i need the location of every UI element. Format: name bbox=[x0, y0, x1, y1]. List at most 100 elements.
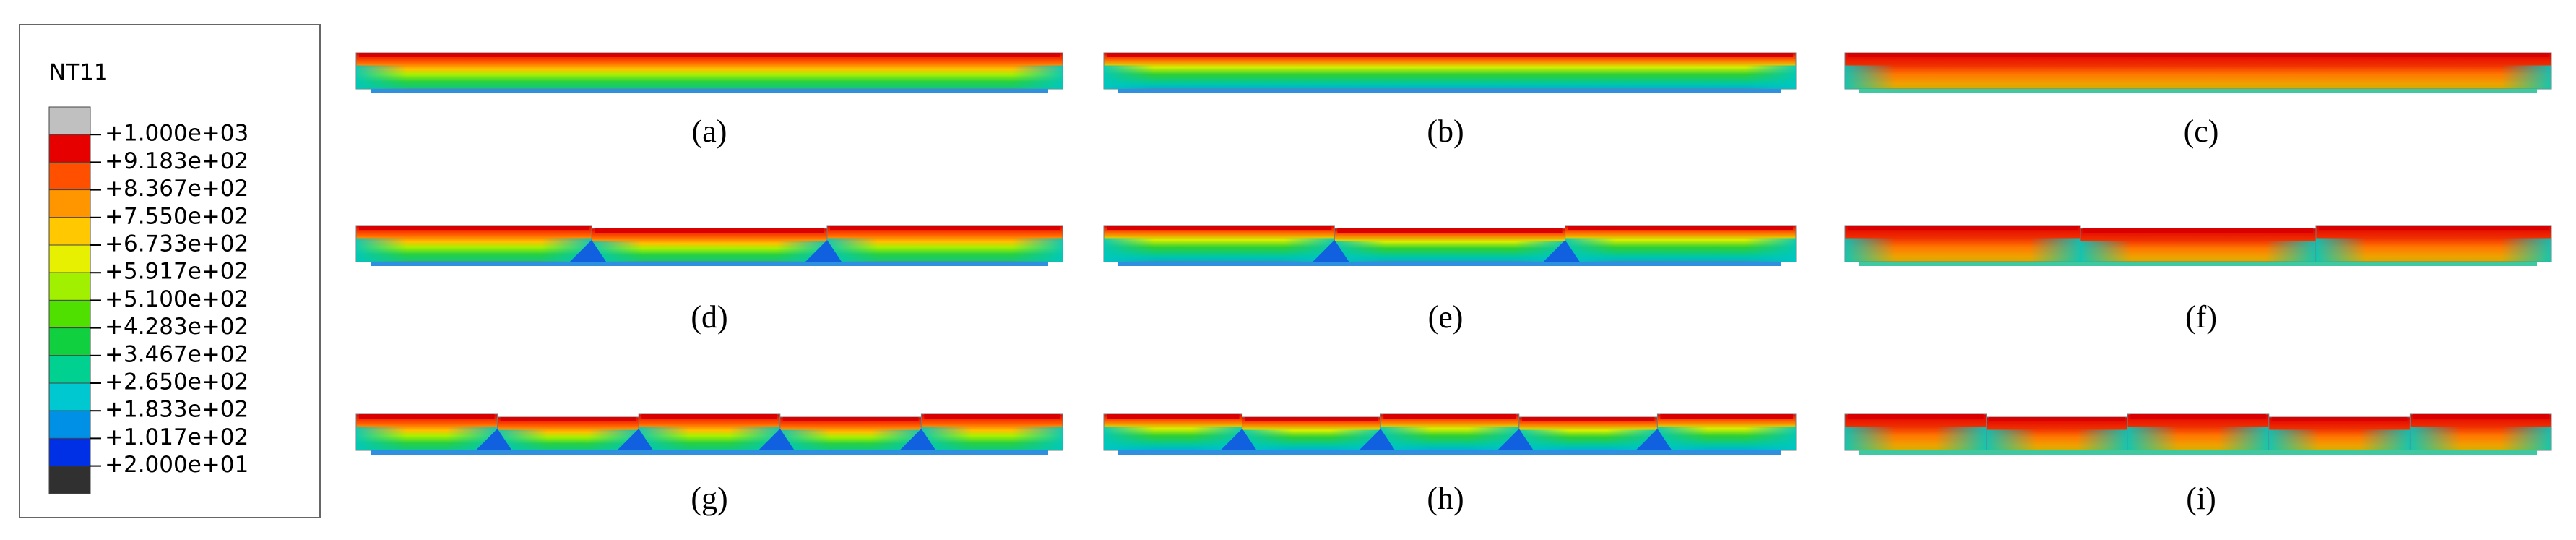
plate-top bbox=[2130, 414, 2266, 419]
plate-segment bbox=[1103, 52, 1797, 90]
plate-top bbox=[2413, 414, 2549, 419]
plate-edge bbox=[1104, 427, 1154, 450]
plate-edge bbox=[2316, 238, 2367, 262]
plate-top bbox=[1848, 226, 2078, 230]
joint-cold-zone bbox=[1543, 240, 1580, 262]
legend-label: +8.367e+02 bbox=[105, 176, 248, 202]
joint-cold-zone bbox=[899, 429, 936, 450]
joint-cold-zone bbox=[475, 429, 512, 450]
legend-swatch bbox=[48, 299, 91, 329]
legend-label: +5.100e+02 bbox=[105, 286, 248, 312]
plate-top bbox=[2271, 417, 2408, 421]
plate-segment bbox=[355, 52, 1063, 90]
joint-cold-zone bbox=[1220, 429, 1257, 450]
plate-edge bbox=[1012, 65, 1063, 89]
legend-label: +9.183e+02 bbox=[105, 148, 248, 174]
plate-edge bbox=[2359, 429, 2411, 450]
legend-swatch bbox=[48, 410, 91, 439]
joint-cold-zone bbox=[1359, 429, 1396, 450]
plate-base bbox=[1859, 450, 2537, 455]
joint-cold-zone bbox=[1313, 240, 1349, 262]
legend-swatch bbox=[48, 217, 91, 246]
plate-top bbox=[1107, 226, 1332, 230]
plate-edge bbox=[2265, 241, 2316, 262]
plate-base bbox=[371, 262, 1048, 266]
legend-label: +3.467e+02 bbox=[105, 341, 248, 367]
legend-label: +1.833e+02 bbox=[105, 397, 248, 423]
plate-edge bbox=[2268, 429, 2320, 450]
plate-top bbox=[595, 228, 824, 233]
plate-edge bbox=[1104, 238, 1154, 262]
plate-edge bbox=[1104, 65, 1154, 89]
plate-top bbox=[2319, 226, 2549, 230]
panel-label: (d) bbox=[691, 299, 727, 335]
joint-cold-zone bbox=[805, 240, 842, 262]
panel-label: (a) bbox=[692, 113, 727, 149]
plate-base bbox=[1859, 89, 2537, 93]
plate-top bbox=[1568, 226, 1793, 230]
legend-swatch bbox=[48, 466, 91, 494]
plate-edge bbox=[2030, 238, 2080, 262]
legend-swatch bbox=[48, 355, 91, 384]
plate-edge bbox=[1745, 65, 1796, 89]
legend-swatch bbox=[48, 382, 91, 411]
plate-top bbox=[2083, 228, 2313, 233]
panel-label: (h) bbox=[1427, 481, 1464, 516]
legend-label: +5.917e+02 bbox=[105, 259, 248, 285]
legend-label: +4.283e+02 bbox=[105, 314, 248, 340]
panel-label: (e) bbox=[1428, 299, 1464, 335]
plate-base bbox=[371, 89, 1048, 93]
plate-edge bbox=[2077, 429, 2128, 450]
plate-top bbox=[1107, 414, 1240, 419]
plate-top bbox=[1989, 417, 2125, 421]
plate-top bbox=[1337, 228, 1563, 233]
plate-edge bbox=[1935, 427, 1987, 450]
plate-top bbox=[1848, 53, 2549, 57]
plate-edge bbox=[2501, 238, 2551, 262]
legend-swatch bbox=[48, 134, 91, 163]
plate-segment bbox=[1844, 52, 2552, 90]
plate-top bbox=[641, 414, 777, 419]
plate-top bbox=[782, 417, 919, 421]
plate-edge bbox=[356, 65, 407, 89]
plate-edge bbox=[1986, 429, 2037, 450]
plate-edge bbox=[2080, 241, 2131, 262]
plate-top bbox=[1245, 417, 1378, 421]
legend-label: +6.733e+02 bbox=[105, 231, 248, 257]
panel-label: (c) bbox=[2184, 113, 2219, 149]
legend-label: +1.017e+02 bbox=[105, 424, 248, 450]
legend-swatch bbox=[48, 106, 91, 135]
plate-top bbox=[1107, 53, 1793, 57]
legend-swatch bbox=[48, 272, 91, 301]
joint-cold-zone bbox=[1635, 429, 1672, 450]
plate-top bbox=[924, 414, 1060, 419]
plate-edge bbox=[2501, 427, 2551, 450]
plate-edge bbox=[1012, 427, 1063, 450]
legend-swatch bbox=[48, 327, 91, 356]
plate-edge bbox=[1745, 238, 1796, 262]
panel-label: (g) bbox=[691, 481, 727, 516]
plate-edge bbox=[2410, 427, 2461, 450]
plate-base bbox=[371, 450, 1048, 455]
plate-top bbox=[500, 417, 636, 421]
legend-swatch bbox=[48, 244, 91, 273]
plate-top bbox=[359, 53, 1060, 57]
plate-edge bbox=[1845, 65, 1896, 89]
panel-label: (b) bbox=[1427, 113, 1464, 149]
plate-edge bbox=[1012, 238, 1063, 262]
plate-top bbox=[1660, 414, 1793, 419]
panel-label: (i) bbox=[2186, 481, 2216, 516]
plate-edge bbox=[1845, 238, 1896, 262]
plate-base bbox=[1118, 262, 1781, 266]
plate-edge bbox=[2501, 65, 2551, 89]
legend-label: +2.000e+01 bbox=[105, 452, 248, 478]
plate-edge bbox=[2127, 427, 2179, 450]
legend-title: NT11 bbox=[49, 60, 108, 86]
joint-cold-zone bbox=[570, 240, 606, 262]
plate-edge bbox=[2218, 427, 2269, 450]
plate-top bbox=[359, 226, 589, 230]
plate-top bbox=[1848, 414, 1984, 419]
plate-base bbox=[1118, 89, 1781, 93]
